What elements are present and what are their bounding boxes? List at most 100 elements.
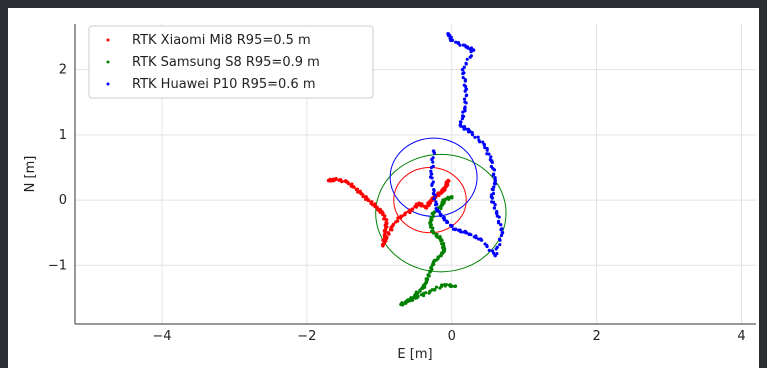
track-dot bbox=[499, 233, 504, 238]
track-dot bbox=[491, 173, 495, 177]
track-dot bbox=[385, 225, 389, 229]
track-dot bbox=[405, 298, 409, 302]
track-dot bbox=[462, 124, 466, 129]
track-dot bbox=[493, 182, 497, 186]
track-dot bbox=[434, 200, 438, 204]
track-dot bbox=[464, 94, 468, 98]
track-point bbox=[482, 142, 487, 147]
track-dot bbox=[385, 235, 389, 239]
track-dot bbox=[404, 301, 408, 305]
track-dot bbox=[462, 97, 467, 101]
y-tick-label: 0 bbox=[59, 193, 67, 208]
track-dot bbox=[441, 216, 446, 220]
track-dot bbox=[498, 238, 502, 242]
track-dot bbox=[346, 182, 351, 186]
track-dot bbox=[408, 210, 412, 215]
y-tick-label: −1 bbox=[48, 258, 67, 273]
track-dot bbox=[443, 185, 448, 189]
track-dot bbox=[439, 212, 443, 217]
legend-marker-xiaomi bbox=[106, 38, 110, 42]
track-dot bbox=[444, 282, 448, 287]
track-dot bbox=[395, 219, 399, 223]
track-dot bbox=[416, 294, 420, 299]
track-dot bbox=[463, 79, 467, 83]
x-tick-label: 4 bbox=[737, 329, 745, 344]
track-dot bbox=[465, 57, 469, 61]
track-dot bbox=[499, 223, 503, 227]
chart-svg: −4 −2 0 2 4 −1 0 1 2 E [m] N [m] RTK Xiaomi Mi8 … bbox=[8, 8, 759, 368]
track-dot bbox=[383, 214, 387, 218]
track-dot bbox=[448, 223, 453, 227]
track-dot bbox=[411, 296, 415, 300]
track-dot bbox=[428, 222, 432, 226]
track-dot bbox=[450, 284, 454, 288]
track-dot bbox=[439, 239, 443, 243]
track-dot bbox=[461, 110, 465, 114]
legend-box bbox=[88, 25, 374, 99]
track-dot bbox=[411, 207, 415, 211]
track-dot bbox=[441, 248, 446, 253]
track-dot bbox=[460, 117, 464, 121]
track-dot bbox=[491, 249, 495, 253]
track-dot bbox=[463, 84, 468, 89]
track-dot bbox=[422, 283, 426, 287]
track-point bbox=[429, 172, 434, 176]
track-point bbox=[493, 178, 497, 183]
x-tick-label: 0 bbox=[448, 329, 456, 344]
track-dot bbox=[487, 248, 491, 252]
track-dot bbox=[494, 247, 498, 251]
track-point bbox=[453, 284, 458, 288]
track-dot bbox=[473, 135, 477, 139]
track-dot bbox=[430, 211, 434, 216]
track-dot bbox=[472, 235, 476, 239]
track-dot bbox=[469, 50, 473, 54]
chart-frame: −4 −2 0 2 4 −1 0 1 2 E [m] N [m] RTK Xiaomi Mi8 … bbox=[8, 8, 759, 368]
track-dot bbox=[468, 55, 472, 59]
track-dot bbox=[450, 38, 455, 42]
track-point bbox=[431, 191, 436, 196]
track-dot bbox=[497, 215, 501, 219]
ticks: −4 −2 0 2 4 −1 0 1 2 bbox=[48, 63, 746, 344]
track-dot bbox=[499, 227, 503, 232]
track-dot bbox=[434, 285, 439, 289]
track-dot bbox=[375, 205, 379, 210]
track-dot bbox=[483, 242, 487, 246]
track-dot bbox=[456, 41, 460, 45]
track-dot bbox=[401, 301, 405, 305]
x-tick-label: 2 bbox=[592, 329, 600, 344]
track-dot bbox=[450, 196, 454, 200]
track-dot bbox=[441, 251, 445, 255]
track-dot bbox=[436, 256, 440, 260]
track-dot bbox=[400, 214, 404, 218]
track-dot bbox=[470, 133, 475, 137]
track-dot bbox=[476, 135, 480, 139]
track-dot bbox=[483, 145, 487, 150]
track-dot bbox=[493, 176, 497, 180]
track-dot bbox=[463, 89, 467, 93]
track-dot bbox=[411, 298, 415, 302]
track-dot bbox=[489, 155, 493, 159]
track-point bbox=[494, 211, 499, 215]
track-dot bbox=[396, 216, 400, 220]
track-dot bbox=[496, 221, 501, 225]
track-dot bbox=[440, 283, 444, 287]
track-dot bbox=[462, 230, 467, 234]
track-dot bbox=[462, 65, 466, 69]
track-dot bbox=[498, 243, 502, 247]
track-dot bbox=[492, 200, 496, 204]
track-dot bbox=[446, 196, 450, 200]
tracks bbox=[326, 31, 505, 307]
track-dot bbox=[467, 232, 471, 237]
track-point bbox=[460, 67, 465, 72]
track-dot bbox=[433, 287, 437, 292]
track-dot bbox=[328, 177, 332, 181]
track-dot bbox=[366, 198, 371, 203]
legend: RTK Xiaomi Mi8 R95=0.5 m RTK Samsung S8 … bbox=[88, 25, 374, 99]
track-dot bbox=[428, 270, 432, 274]
track-dot bbox=[424, 291, 428, 295]
track-dot bbox=[385, 218, 389, 222]
track-dot bbox=[386, 231, 390, 235]
track-dot bbox=[414, 202, 419, 206]
track-dot bbox=[492, 206, 497, 210]
track-dot bbox=[352, 185, 356, 189]
